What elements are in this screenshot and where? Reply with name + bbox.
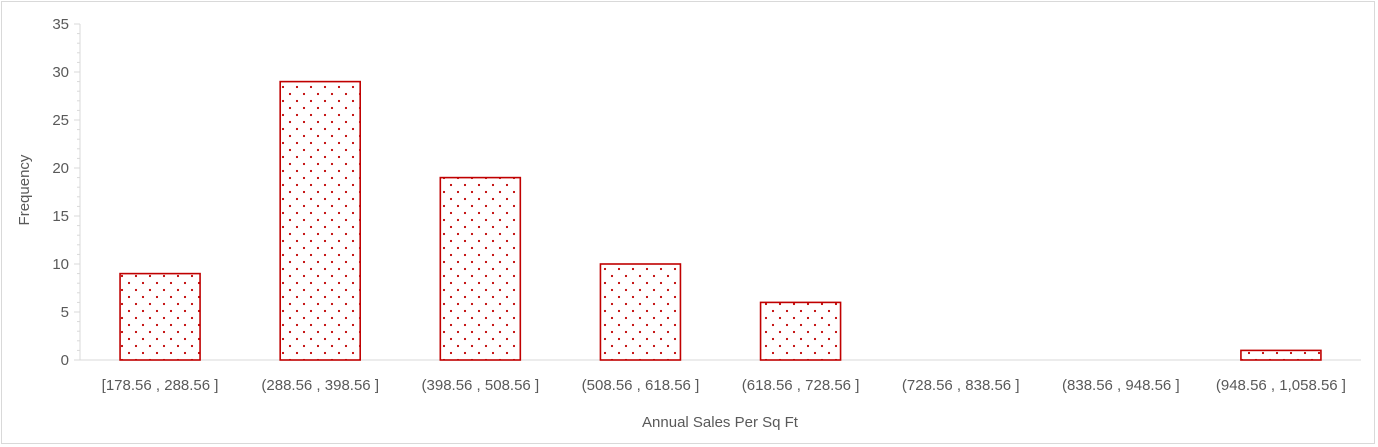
y-tick-label: 15 xyxy=(52,208,69,225)
histogram-bar xyxy=(279,80,361,361)
x-tick-label: (508.56 , 618.56 ] xyxy=(582,377,700,394)
y-tick-label: 0 xyxy=(61,352,69,369)
y-tick-label: 25 xyxy=(52,112,69,129)
y-tick-label: 20 xyxy=(52,160,69,177)
y-tick-label: 35 xyxy=(52,16,69,33)
histogram-bar xyxy=(119,272,201,361)
x-tick-label: (948.56 , 1,058.56 ] xyxy=(1216,377,1346,394)
x-tick-label: [178.56 , 288.56 ] xyxy=(102,377,219,394)
x-tick-label: (288.56 , 398.56 ] xyxy=(261,377,379,394)
x-axis-title: Annual Sales Per Sq Ft xyxy=(642,414,799,431)
y-tick-label: 5 xyxy=(61,304,69,321)
bars xyxy=(119,80,1322,361)
x-tick-label: (398.56 , 508.56 ] xyxy=(422,377,540,394)
y-tick-label: 30 xyxy=(52,64,69,81)
y-axis-title: Frequency xyxy=(16,154,33,225)
histogram-bar xyxy=(1240,349,1322,361)
x-tick-label: (838.56 , 948.56 ] xyxy=(1062,377,1180,394)
category-labels: [178.56 , 288.56 ] (288.56 , 398.56 ] (398… xyxy=(102,377,1346,394)
x-tick-label: (618.56 , 728.56 ] xyxy=(742,377,860,394)
histogram-bar xyxy=(439,176,522,361)
histogram-bar xyxy=(759,301,842,361)
x-tick-label: (728.56 , 838.56 ] xyxy=(902,377,1020,394)
y-tick-label: 10 xyxy=(52,256,69,273)
y-axis: 0 5 10 15 20 25 30 35 xyxy=(52,16,81,369)
histogram-bar xyxy=(599,263,682,361)
